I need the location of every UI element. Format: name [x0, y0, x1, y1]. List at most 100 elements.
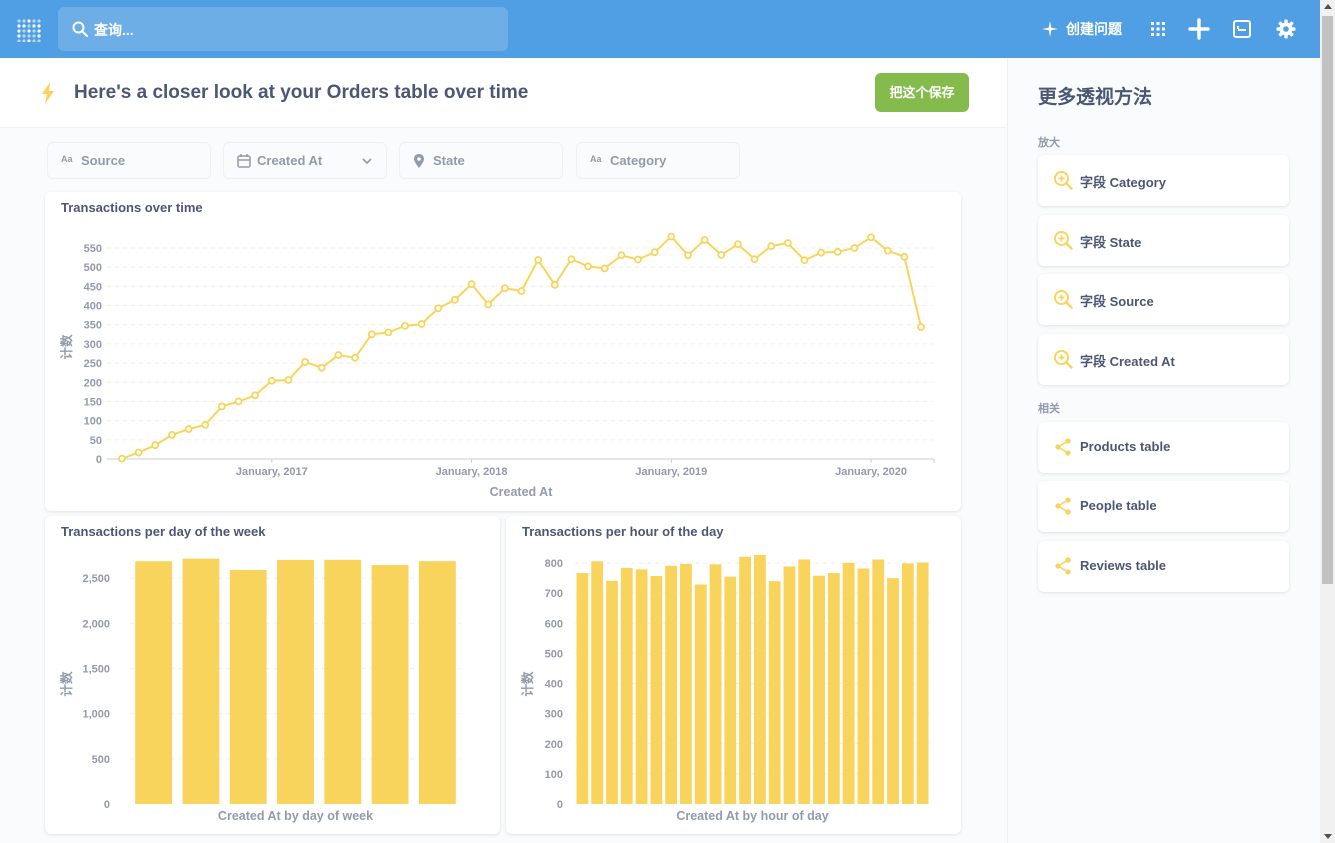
related-item-label: People table	[1080, 498, 1157, 513]
zoom-item-label: 字段 Category	[1080, 175, 1166, 190]
series-line	[121, 235, 922, 460]
search-input[interactable]: 查询...	[58, 7, 508, 51]
filter-state[interactable]: State	[399, 142, 563, 179]
transactions-per-weekday-card[interactable]: 0 500 1,000 1,500 2,000 2,500 Created At by da…	[45, 516, 500, 834]
card-title: Transactions per hour of the day	[522, 524, 724, 539]
data-point	[767, 242, 776, 250]
transactions-per-hour-card[interactable]: 0 100 200 300 400 500 600 700 800 Created At by h…	[506, 516, 961, 834]
bar	[680, 563, 692, 804]
y-tick-label: 200	[545, 739, 563, 751]
bar	[887, 578, 899, 804]
x-axis-label: Created At	[490, 485, 554, 499]
new-question-button[interactable]: 创建问题	[1042, 18, 1122, 40]
bar	[324, 559, 362, 804]
data-point	[184, 425, 193, 433]
data-point	[733, 240, 742, 249]
browse-data-icon[interactable]	[1231, 18, 1253, 40]
zoom-item-created-at[interactable]: 字段 Created At	[1038, 334, 1289, 385]
y-tick-label: 600	[545, 618, 563, 630]
y-tick-label: 50	[90, 435, 102, 447]
filter-source[interactable]: Aa Source	[47, 142, 211, 179]
bar	[724, 576, 737, 804]
bar	[768, 581, 781, 804]
filter-category[interactable]: Aa Category	[576, 142, 740, 179]
data-point	[917, 323, 925, 331]
line-chart: 0 50 100 150 200 250 300 350 400 450 500 550 January…	[59, 232, 935, 499]
data-point	[567, 255, 576, 264]
save-button[interactable]: 把这个保存	[875, 73, 969, 112]
new-question-label: 创建问题	[1066, 21, 1122, 37]
more-xrays-sidebar: 更多透视方法 放大 字段 Category 字段 State 字段 Source…	[1007, 58, 1320, 843]
bar	[872, 559, 885, 804]
data-point	[584, 262, 592, 271]
bar	[418, 561, 456, 804]
related-item-products[interactable]: Products table	[1038, 422, 1289, 473]
data-point	[217, 402, 226, 411]
zoom-item-category[interactable]: 字段 Category	[1038, 155, 1289, 206]
y-tick-label: 1,000	[82, 709, 110, 721]
bar	[650, 576, 663, 804]
page-scrollbar[interactable]	[1320, 0, 1335, 843]
weekday-bar-chart: 0 500 1,000 1,500 2,000 2,500 Created At by da…	[59, 558, 461, 823]
data-point	[451, 295, 459, 304]
y-tick-label: 100	[545, 769, 563, 781]
data-point	[550, 280, 559, 289]
bar	[277, 559, 314, 804]
zoom-item-source[interactable]: 字段 Source	[1038, 274, 1289, 325]
related-item-people[interactable]: People table	[1038, 481, 1289, 532]
data-point	[367, 330, 376, 339]
bar	[901, 563, 914, 804]
filter-created-at[interactable]: Created At	[223, 142, 387, 179]
bar	[229, 570, 267, 804]
zoom-in-icon	[1054, 350, 1073, 369]
data-point	[667, 232, 676, 241]
y-tick-label: 500	[84, 262, 102, 274]
filter-label: Category	[610, 153, 667, 168]
y-tick-label: 450	[84, 281, 102, 293]
scroll-up-arrow-icon[interactable]	[1324, 4, 1332, 9]
data-point	[284, 376, 293, 384]
zoom-in-icon	[1054, 171, 1073, 190]
x-tick-label: January, 2018	[436, 466, 508, 478]
data-point	[168, 430, 176, 439]
calendar-icon	[237, 154, 251, 168]
bar	[753, 554, 766, 804]
y-axis-label: 计数	[59, 334, 74, 360]
y-tick-label: 200	[84, 377, 102, 389]
gear-icon[interactable]	[1275, 18, 1297, 40]
data-point	[684, 251, 692, 260]
related-item-label: Reviews table	[1080, 558, 1166, 573]
data-point	[234, 397, 243, 406]
data-point	[700, 236, 709, 244]
data-point	[783, 239, 792, 247]
bar	[635, 569, 648, 804]
zoom-item-label: 字段 State	[1080, 235, 1142, 250]
card-title: Transactions per day of the week	[61, 524, 266, 539]
bar	[827, 573, 840, 804]
grid-apps-icon[interactable]	[1147, 18, 1169, 40]
scrollbar-thumb[interactable]	[1322, 16, 1333, 584]
scroll-down-arrow-icon[interactable]	[1324, 834, 1332, 839]
zoom-item-label: 字段 Created At	[1080, 354, 1175, 369]
filter-label: State	[433, 153, 465, 168]
metabase-logo[interactable]	[16, 16, 42, 42]
add-icon[interactable]	[1188, 18, 1210, 40]
share-icon	[1055, 438, 1071, 456]
y-tick-label: 500	[545, 648, 563, 660]
bar	[606, 580, 618, 804]
y-tick-label: 250	[84, 358, 102, 370]
y-tick-label: 1,500	[82, 663, 110, 675]
y-tick-label: 350	[84, 320, 102, 332]
transactions-over-time-card[interactable]: 0 50 100 150 200 250 300 350 400 450 500 550 January…	[45, 192, 961, 511]
search-icon	[72, 21, 88, 37]
x-tick-label: January, 2020	[835, 466, 907, 478]
related-item-reviews[interactable]: Reviews table	[1038, 541, 1289, 592]
bar	[798, 559, 811, 804]
data-point	[634, 255, 642, 264]
share-icon	[1055, 497, 1071, 515]
data-point	[267, 376, 276, 385]
zoom-item-state[interactable]: 字段 State	[1038, 215, 1289, 266]
data-point	[817, 248, 826, 257]
y-tick-label: 2,000	[82, 618, 110, 630]
data-point	[467, 280, 476, 288]
